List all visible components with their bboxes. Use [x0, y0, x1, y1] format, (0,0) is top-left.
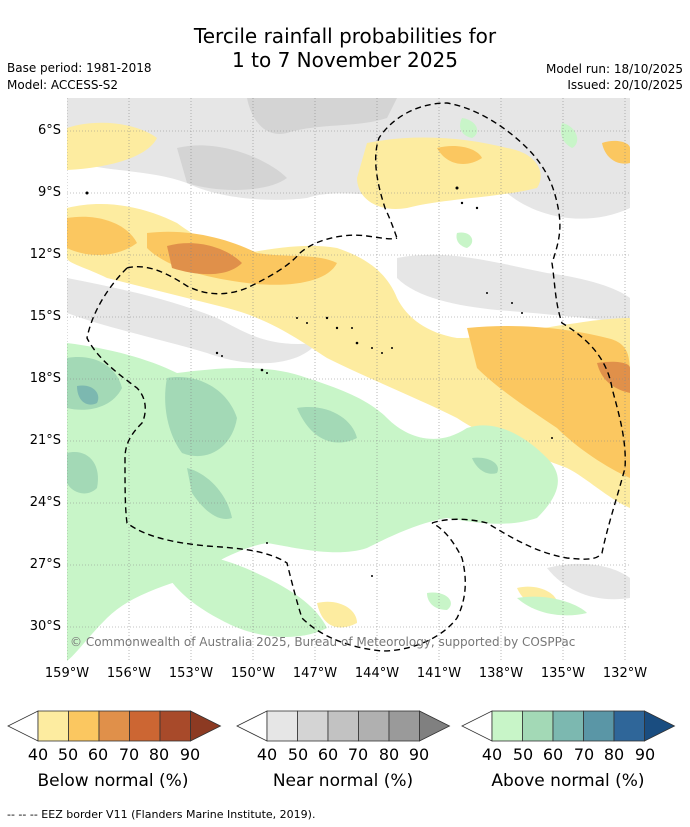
above-bar-segment: [491, 710, 523, 742]
above-tick-80: 80: [603, 745, 625, 764]
lat-label-21s: 21°S: [29, 433, 61, 448]
below-bar-segment: [98, 710, 130, 742]
eez-footnote: -- -- -- EEZ border V11 (Flanders Marine…: [7, 808, 316, 821]
map-title-line1: Tercile rainfall probabilities for: [193, 24, 497, 48]
near-normal-title: Near normal (%): [272, 771, 414, 791]
above-tick-90: 90: [634, 745, 656, 764]
base-period: Base period: 1981-2018: [7, 61, 152, 75]
near-tick-50: 50: [287, 745, 309, 764]
lon-label-135w: 135°W: [540, 666, 586, 681]
near-bar-segment: [388, 710, 420, 742]
map-title-line2: 1 to 7 November 2025: [232, 48, 458, 72]
above-bar-left-end: [461, 710, 493, 742]
below-tick-60: 60: [87, 745, 109, 764]
islands: [85, 186, 553, 577]
near-normal-colorbar: [236, 710, 451, 742]
lat-label-27s: 27°S: [29, 557, 61, 572]
lon-label-138w: 138°W: [478, 666, 524, 681]
below-tick-80: 80: [148, 745, 170, 764]
lat-label-18s: 18°S: [29, 371, 61, 386]
rainfall-probability-map: © Commonwealth of Australia 2025, Bureau…: [67, 98, 630, 661]
lon-label-141w: 141°W: [416, 666, 462, 681]
below-bar-segment: [68, 710, 100, 742]
below-tick-70: 70: [118, 745, 140, 764]
lon-label-153w: 153°W: [168, 666, 214, 681]
near-bar-segment: [266, 710, 298, 742]
above-bar-segment: [613, 710, 645, 742]
near-tick-70: 70: [347, 745, 369, 764]
near-bar-right-end: [419, 710, 451, 742]
near-bar-segment: [297, 710, 329, 742]
near-tick-80: 80: [378, 745, 400, 764]
below-bar-segment: [129, 710, 161, 742]
model-name: Model: ACCESS-S2: [7, 78, 119, 92]
near-tick-90: 90: [408, 745, 430, 764]
below-bar-left-end: [7, 710, 39, 742]
below-tick-50: 50: [57, 745, 79, 764]
lat-label-24s: 24°S: [29, 495, 61, 510]
eez-border: [86, 102, 626, 652]
below-tick-40: 40: [27, 745, 49, 764]
lon-label-132w: 132°W: [602, 666, 648, 681]
lon-label-156w: 156°W: [106, 666, 152, 681]
lon-label-159w: 159°W: [44, 666, 90, 681]
near-bar-segment: [358, 710, 390, 742]
grid-lines: [67, 98, 630, 661]
near-tick-60: 60: [317, 745, 339, 764]
above-bar-right-end: [644, 710, 676, 742]
below-tick-90: 90: [179, 745, 201, 764]
above-tick-50: 50: [512, 745, 534, 764]
lat-label-6s: 6°S: [37, 123, 61, 138]
model-run: Model run: 18/10/2025: [545, 62, 683, 76]
copyright-text: © Commonwealth of Australia 2025, Bureau…: [70, 635, 575, 649]
near-tick-40: 40: [256, 745, 278, 764]
lat-label-30s: 30°S: [29, 619, 61, 634]
above-tick-40: 40: [481, 745, 503, 764]
below-normal-title: Below normal (%): [37, 771, 189, 791]
near-bar-segment: [327, 710, 359, 742]
lon-label-147w: 147°W: [292, 666, 338, 681]
lat-label-15s: 15°S: [29, 309, 61, 324]
lon-label-144w: 144°W: [354, 666, 400, 681]
above-bar-segment: [522, 710, 554, 742]
lat-label-9s: 9°S: [37, 185, 61, 200]
below-normal-colorbar: [7, 710, 222, 742]
above-bar-segment: [552, 710, 584, 742]
issued-date: Issued: 20/10/2025: [567, 78, 683, 92]
above-normal-areas: [67, 118, 587, 661]
below-bar-right-end: [190, 710, 222, 742]
near-bar-left-end: [236, 710, 268, 742]
below-bar-segment: [159, 710, 191, 742]
above-normal-title: Above normal (%): [491, 771, 645, 791]
lon-label-150w: 150°W: [230, 666, 276, 681]
above-tick-60: 60: [542, 745, 564, 764]
above-tick-70: 70: [573, 745, 595, 764]
lat-label-12s: 12°S: [29, 247, 61, 262]
below-bar-segment: [37, 710, 69, 742]
legend-colorbars: [7, 710, 676, 742]
above-normal-colorbar: [461, 710, 676, 742]
above-bar-segment: [583, 710, 615, 742]
